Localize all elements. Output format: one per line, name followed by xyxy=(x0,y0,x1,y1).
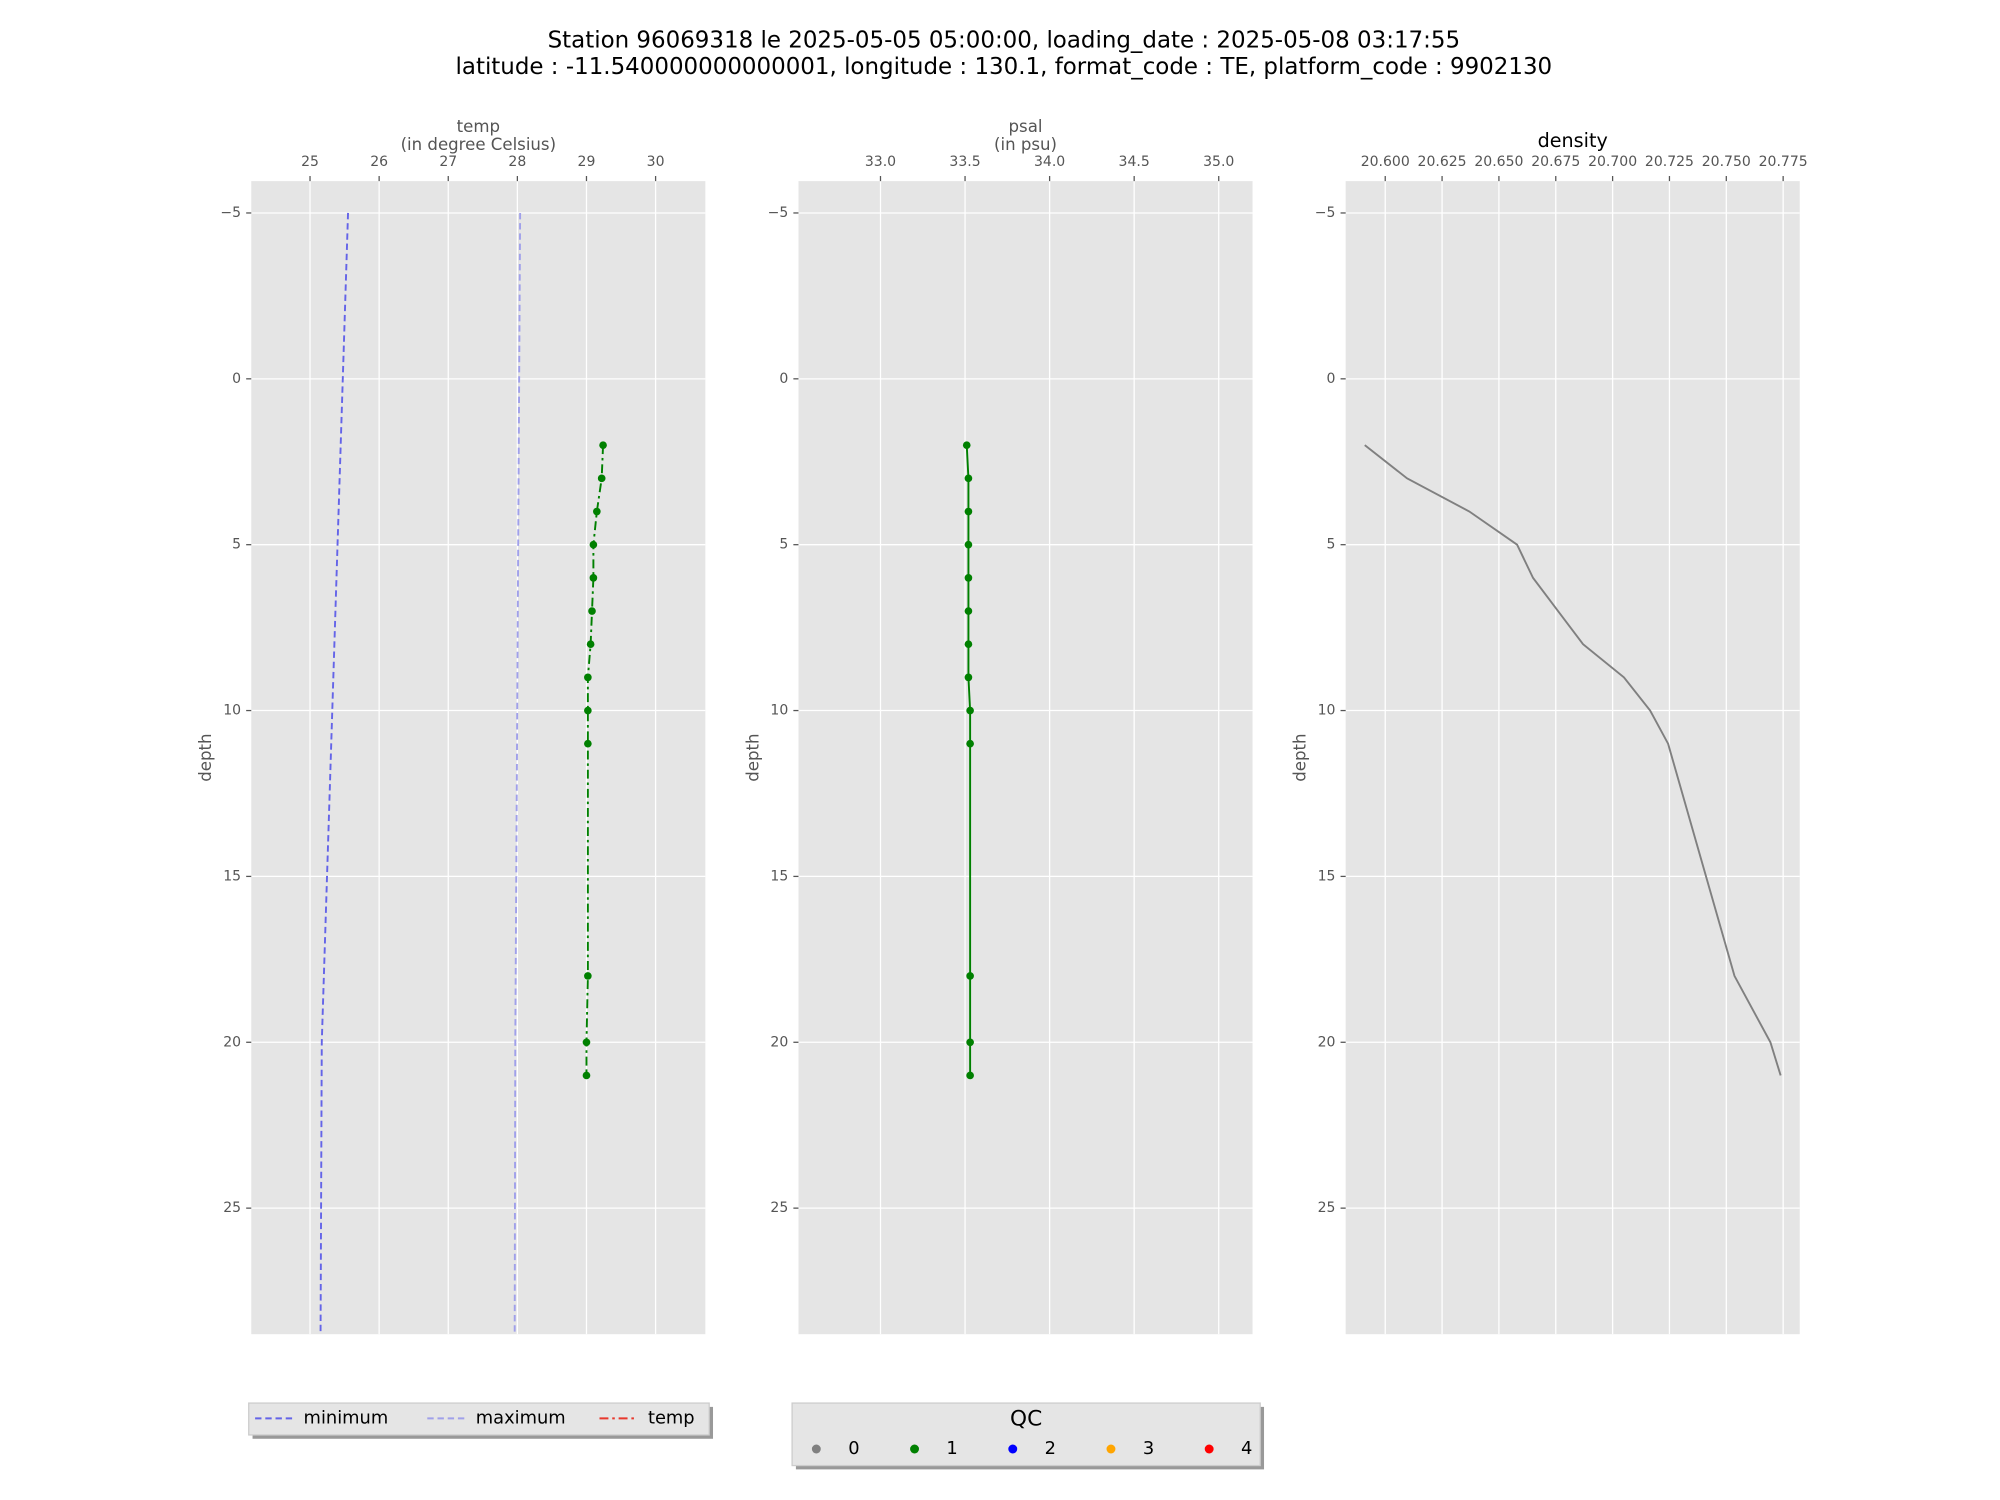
x-axis-label: (in psu) xyxy=(994,135,1057,154)
x-tick-label: 20.675 xyxy=(1531,154,1580,170)
legend-label: maximum xyxy=(476,1407,566,1428)
x-tick-label: 20.725 xyxy=(1645,154,1694,170)
x-axis-label: temp xyxy=(457,117,500,136)
y-tick-label: 5 xyxy=(1327,537,1336,553)
x-tick-label: 20.650 xyxy=(1474,154,1523,170)
y-tick-label: 15 xyxy=(770,868,788,884)
legend-label: minimum xyxy=(304,1407,389,1428)
y-tick-label: −5 xyxy=(220,205,241,221)
y-axis-label: depth xyxy=(196,734,215,782)
profile-point xyxy=(599,441,607,449)
x-tick-label: 33.0 xyxy=(865,154,896,170)
legend-marker xyxy=(910,1444,920,1454)
y-axis-label: depth xyxy=(1291,734,1310,782)
profile-point xyxy=(966,972,974,980)
x-tick-label: 34.5 xyxy=(1119,154,1150,170)
x-tick-label: 20.700 xyxy=(1588,154,1637,170)
profile-line xyxy=(513,212,522,1335)
x-axis-label: density xyxy=(1538,129,1608,152)
figure-title: Station 96069318 le 2025-05-05 05:00:00,… xyxy=(548,27,1460,53)
x-tick-label: 27 xyxy=(439,154,457,170)
legend-label: 0 xyxy=(848,1438,859,1459)
y-tick-label: 25 xyxy=(770,1200,788,1216)
profile-point xyxy=(964,474,973,483)
legend xyxy=(791,1402,1261,1467)
x-tick-label: 35.0 xyxy=(1203,154,1234,170)
y-tick-label: 25 xyxy=(1318,1200,1336,1216)
plot-background xyxy=(798,181,1253,1335)
legend-marker xyxy=(1106,1444,1116,1454)
profile-point xyxy=(966,739,974,748)
y-tick-label: 20 xyxy=(1318,1034,1336,1050)
x-axis-label: (in degree Celsius) xyxy=(401,135,556,154)
legend-marker xyxy=(1204,1444,1214,1454)
x-tick-label: 28 xyxy=(508,154,526,170)
y-tick-label: 10 xyxy=(770,703,788,719)
profile-point xyxy=(964,673,973,682)
profile-point xyxy=(966,1071,974,1080)
y-tick-label: 15 xyxy=(223,868,241,884)
legend-label: 2 xyxy=(1045,1438,1056,1459)
legend-label: 1 xyxy=(946,1438,957,1459)
profile-point xyxy=(582,1038,591,1047)
legend-marker xyxy=(811,1444,821,1454)
x-tick-label: 20.600 xyxy=(1361,154,1410,170)
x-tick-label: 20.775 xyxy=(1759,154,1808,170)
x-tick-label: 29 xyxy=(578,154,596,170)
legend-marker xyxy=(1008,1444,1018,1454)
legend-label: 3 xyxy=(1143,1438,1154,1459)
figure-subtitle: latitude : -11.540000000000001, longitud… xyxy=(456,54,1553,80)
x-axis-label: psal xyxy=(1009,117,1043,136)
profile-point xyxy=(589,540,598,549)
legend-label: temp xyxy=(648,1407,695,1428)
plot-background xyxy=(1345,181,1800,1335)
profile-point xyxy=(589,574,598,582)
y-tick-label: 0 xyxy=(779,371,788,387)
x-tick-label: 26 xyxy=(370,154,388,170)
y-axis-label: depth xyxy=(743,734,762,782)
y-tick-label: 10 xyxy=(223,703,241,719)
y-tick-label: 15 xyxy=(1318,868,1336,884)
profile-point xyxy=(964,574,973,582)
x-tick-label: 30 xyxy=(647,154,665,170)
y-tick-label: −5 xyxy=(768,205,789,221)
profile-point xyxy=(962,441,971,449)
profile-point xyxy=(584,739,592,748)
x-tick-label: 33.5 xyxy=(949,154,980,170)
legend-label: 4 xyxy=(1241,1438,1252,1459)
profile-point xyxy=(593,507,601,516)
profile-point xyxy=(584,706,592,715)
profile-line xyxy=(319,212,349,1335)
y-tick-label: 25 xyxy=(223,1200,241,1216)
profile-point xyxy=(964,607,973,615)
x-tick-label: 20.750 xyxy=(1702,154,1751,170)
y-tick-label: −5 xyxy=(1315,205,1336,221)
plot-background xyxy=(251,181,706,1335)
profile-point xyxy=(964,507,973,516)
profile-point xyxy=(586,640,595,649)
profile-point xyxy=(964,640,973,649)
x-tick-label: 25 xyxy=(301,154,319,170)
profile-point xyxy=(584,972,592,980)
profile-point xyxy=(966,1038,974,1047)
profile-point xyxy=(582,1071,591,1080)
y-tick-label: 10 xyxy=(1318,703,1336,719)
profile-line xyxy=(1364,444,1782,1076)
profile-point xyxy=(597,474,606,483)
y-tick-label: 0 xyxy=(232,371,241,387)
profile-point xyxy=(588,607,596,615)
y-tick-label: 20 xyxy=(223,1034,241,1050)
x-tick-label: 34.0 xyxy=(1034,154,1065,170)
profile-point xyxy=(964,540,973,549)
y-tick-label: 20 xyxy=(770,1034,788,1050)
x-tick-label: 20.625 xyxy=(1418,154,1467,170)
y-tick-label: 5 xyxy=(232,537,241,553)
y-tick-label: 5 xyxy=(779,537,788,553)
y-tick-label: 0 xyxy=(1327,371,1336,387)
legend-title: QC xyxy=(1010,1407,1042,1432)
profile-point xyxy=(966,706,974,715)
profile-point xyxy=(584,673,592,682)
